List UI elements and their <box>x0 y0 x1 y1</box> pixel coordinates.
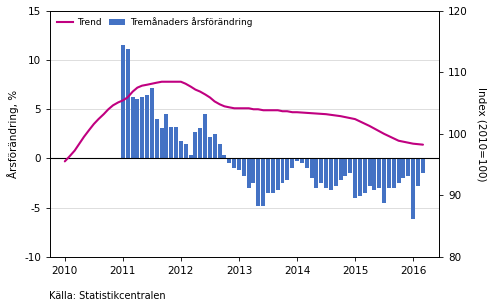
Bar <box>155 119 159 158</box>
Bar <box>145 95 149 158</box>
Bar <box>344 158 348 176</box>
Y-axis label: Index (2010=100): Index (2010=100) <box>476 87 486 181</box>
Bar <box>271 158 275 193</box>
Bar <box>368 158 372 186</box>
Bar <box>126 49 130 158</box>
Bar <box>232 158 236 168</box>
Bar <box>227 158 231 163</box>
Bar <box>329 158 333 190</box>
Bar <box>363 158 367 193</box>
Bar <box>334 158 338 186</box>
Bar <box>319 158 323 183</box>
Bar <box>165 114 169 158</box>
Bar <box>251 158 255 183</box>
Bar <box>266 158 270 193</box>
Bar <box>213 134 217 158</box>
Bar <box>411 158 415 219</box>
Bar <box>377 158 381 188</box>
Text: Källa: Statistikcentralen: Källa: Statistikcentralen <box>49 291 166 301</box>
Bar <box>372 158 376 190</box>
Bar <box>285 158 289 180</box>
Bar <box>242 158 246 176</box>
Bar <box>353 158 357 198</box>
Bar <box>310 158 314 178</box>
Bar <box>198 128 202 158</box>
Bar <box>217 144 221 158</box>
Bar <box>300 158 304 163</box>
Bar <box>324 158 328 188</box>
Bar <box>246 158 250 188</box>
Bar <box>169 127 173 158</box>
Bar <box>131 98 135 158</box>
Bar <box>179 141 183 158</box>
Bar <box>382 158 386 203</box>
Bar <box>189 155 193 158</box>
Bar <box>222 155 226 158</box>
Bar <box>208 137 212 158</box>
Y-axis label: Årsförändring, %: Årsförändring, % <box>7 90 19 178</box>
Bar <box>160 128 164 158</box>
Bar <box>140 98 144 158</box>
Bar <box>387 158 391 188</box>
Bar <box>315 158 318 188</box>
Bar <box>256 158 260 206</box>
Bar <box>281 158 284 183</box>
Bar <box>392 158 396 188</box>
Bar <box>396 158 401 183</box>
Bar <box>295 158 299 161</box>
Bar <box>184 144 188 158</box>
Bar <box>358 158 362 196</box>
Bar <box>174 127 178 158</box>
Legend: Trend, Tremånaders årsförändring: Trend, Tremånaders årsförändring <box>55 16 254 29</box>
Bar <box>406 158 410 176</box>
Bar <box>203 114 207 158</box>
Bar <box>150 88 154 158</box>
Bar <box>136 99 140 158</box>
Bar <box>237 158 241 170</box>
Bar <box>121 45 125 158</box>
Bar <box>276 158 280 190</box>
Bar <box>339 158 343 180</box>
Bar <box>416 158 420 186</box>
Bar <box>290 158 294 168</box>
Bar <box>348 158 352 173</box>
Bar <box>401 158 405 178</box>
Bar <box>261 158 265 206</box>
Bar <box>193 132 197 158</box>
Bar <box>421 158 425 173</box>
Bar <box>305 158 309 168</box>
